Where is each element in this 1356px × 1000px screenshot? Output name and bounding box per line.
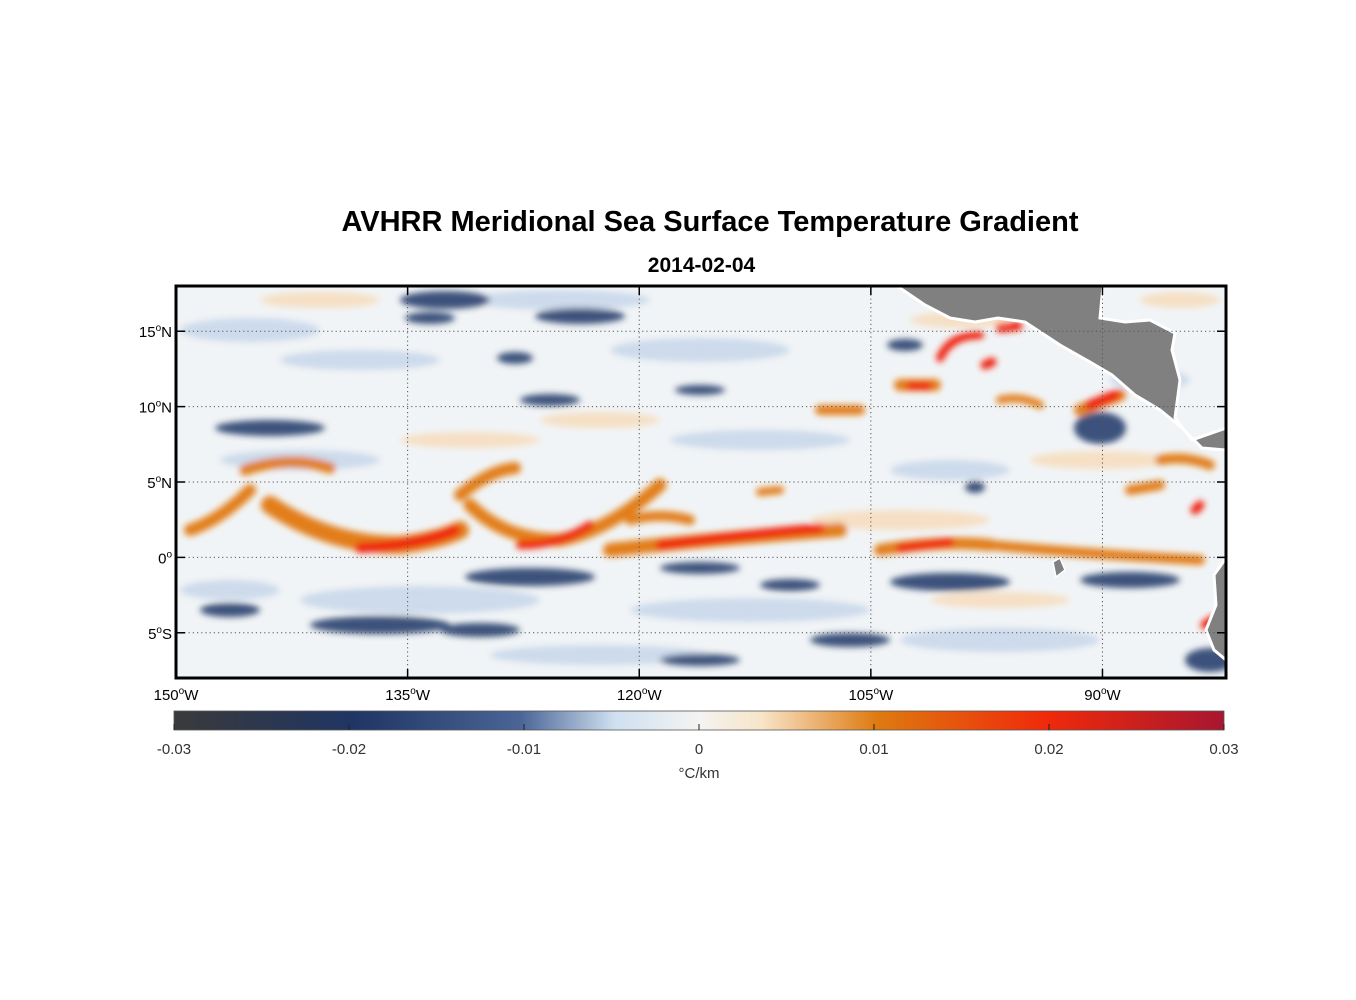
- lat-tick-label: 15oN: [139, 323, 172, 341]
- colorbar-labels: -0.03 -0.02 -0.01 0 0.01 0.02 0.03: [157, 741, 1239, 758]
- lon-tick-label: 135oW: [385, 686, 431, 704]
- tick-marks: [175, 286, 1226, 678]
- south-america-land: [1204, 555, 1226, 662]
- lon-tick-label: 150oW: [154, 686, 200, 704]
- colorbar-tick-label: -0.01: [507, 741, 541, 758]
- lat-tick-label: 5oS: [148, 625, 172, 643]
- lon-tick-label: 90oW: [1084, 686, 1121, 704]
- colorbar-tick-label: 0.03: [1209, 741, 1238, 758]
- map-title: AVHRR Meridional Sea Surface Temperature…: [341, 206, 1079, 238]
- lon-tick-label: 105oW: [848, 686, 894, 704]
- lat-tick-label: 5oN: [147, 474, 172, 492]
- lat-tick-label: 10oN: [139, 399, 172, 417]
- lat-tick-label: 0o: [158, 549, 172, 567]
- latitude-labels: 15oN 10oN 5oN 0o 5oS: [139, 323, 173, 643]
- colorbar-tick-label: 0.02: [1034, 741, 1063, 758]
- galapagos-land: [1052, 556, 1066, 579]
- gradient-field: [180, 290, 1226, 672]
- colorbar-tick-label: -0.03: [157, 741, 191, 758]
- colorbar-tick-label: 0.01: [859, 741, 888, 758]
- colorbar-unit: °C/km: [679, 765, 720, 782]
- gridlines: [176, 286, 1226, 678]
- colorbar-tick-label: -0.02: [332, 741, 366, 758]
- map-date: 2014-02-04: [647, 254, 756, 277]
- longitude-labels: 150oW 135oW 120oW 105oW 90oW: [154, 686, 1122, 704]
- central-america-land: [894, 286, 1226, 452]
- lon-tick-label: 120oW: [617, 686, 663, 704]
- colorbar-ticks: [173, 724, 1225, 730]
- land: [894, 286, 1226, 662]
- map-field: [176, 286, 1226, 678]
- colorbar-tick-label: 0: [695, 741, 703, 758]
